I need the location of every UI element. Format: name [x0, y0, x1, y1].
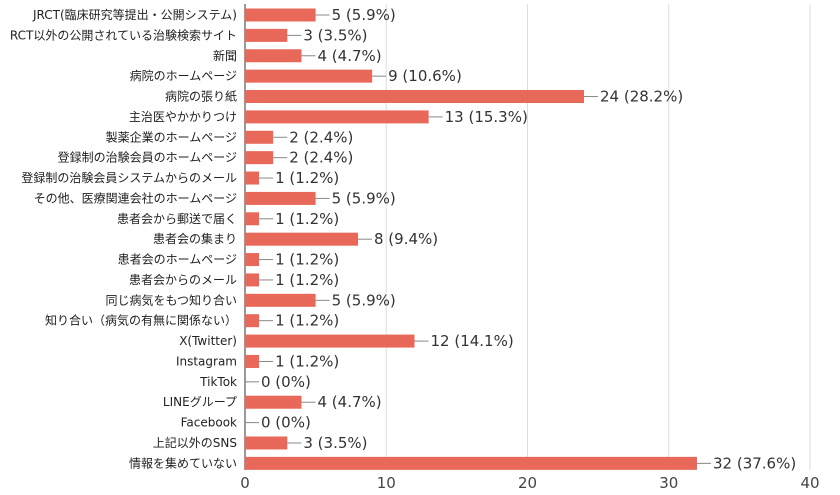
- category-label: Instagram: [176, 354, 237, 368]
- x-tick-label: 20: [518, 474, 537, 492]
- data-label: 0 (0%): [261, 373, 311, 391]
- bar: [245, 232, 358, 246]
- data-label: 4 (4.7%): [318, 47, 382, 65]
- category-label: 患者会から郵送で届く: [117, 211, 237, 226]
- data-label: 9 (10.6%): [388, 67, 462, 85]
- category-label: 病院のホームページ: [130, 68, 237, 83]
- grid-layer: [244, 4, 811, 470]
- category-label: TikTok: [199, 375, 237, 389]
- category-label: JRCT(臨床研究等提出・公開システム): [32, 7, 237, 22]
- data-label: 13 (15.3%): [445, 108, 528, 126]
- data-label: 2 (2.4%): [289, 149, 353, 167]
- bar: [245, 130, 274, 144]
- bar: [245, 151, 274, 165]
- data-label: 0 (0%): [261, 414, 311, 432]
- x-tick-layer: 0 10 20 30 40: [240, 474, 819, 492]
- category-label: 情報を集めていない: [129, 455, 237, 470]
- data-label: 1 (1.2%): [275, 251, 339, 269]
- x-tick-label: 30: [659, 474, 678, 492]
- data-label: 4 (4.7%): [318, 393, 382, 411]
- category-label-layer: JRCT(臨床研究等提出・公開システム) RCT以外の公開されている治験検索サイト…: [10, 7, 237, 470]
- data-label: 2 (2.4%): [289, 128, 353, 146]
- bar: [245, 171, 260, 185]
- category-label: 製薬企業のホームページ: [106, 129, 237, 144]
- bar: [245, 436, 288, 450]
- bar-layer: [245, 8, 697, 470]
- x-tick-label: 40: [800, 474, 819, 492]
- data-label: 1 (1.2%): [275, 210, 339, 228]
- data-label: 3 (3.5%): [303, 26, 367, 44]
- bar: [245, 8, 316, 22]
- data-label: 1 (1.2%): [275, 312, 339, 330]
- category-label: 新聞: [213, 48, 237, 63]
- bar: [245, 212, 260, 226]
- category-label: 同じ病気をもつ知り合い: [105, 292, 237, 307]
- category-label: 登録制の治験会員システムからのメール: [21, 170, 237, 185]
- bar: [245, 293, 316, 307]
- category-label: 病院の張り紙: [165, 89, 237, 104]
- category-label: 患者会のホームページ: [118, 253, 237, 267]
- value-label-layer: 5 (5.9%) 3 (3.5%) 4 (4.7%) 9 (10.6%) 24 (28.…: [245, 6, 796, 472]
- data-label: 3 (3.5%): [303, 434, 367, 452]
- data-label: 5 (5.9%): [332, 6, 396, 24]
- data-label: 1 (1.2%): [275, 169, 339, 187]
- data-label: 12 (14.1%): [431, 332, 514, 350]
- bar: [245, 69, 373, 83]
- data-label: 32 (37.6%): [713, 454, 796, 472]
- bar: [245, 395, 302, 409]
- bar: [245, 110, 429, 124]
- category-label: X(Twitter): [179, 334, 237, 348]
- category-label: RCT以外の公開されている治験検索サイト: [10, 27, 237, 42]
- category-label: 患者会の集まり: [153, 231, 237, 246]
- category-label: その他、医療関連会社のホームページ: [34, 190, 237, 205]
- bar: [245, 354, 260, 368]
- bar: [245, 314, 260, 328]
- data-label: 24 (28.2%): [600, 88, 683, 106]
- bar: [245, 253, 260, 267]
- category-label: 患者会からのメール: [129, 273, 237, 287]
- data-label: 8 (9.4%): [374, 230, 438, 248]
- x-tick-label: 10: [377, 474, 396, 492]
- category-label: Facebook: [181, 416, 237, 430]
- bar: [245, 90, 584, 104]
- bar: [245, 191, 316, 205]
- bar: [245, 456, 697, 470]
- data-label: 5 (5.9%): [332, 291, 396, 309]
- data-label: 5 (5.9%): [332, 189, 396, 207]
- bar: [245, 273, 260, 287]
- data-label: 1 (1.2%): [275, 271, 339, 289]
- category-label: 主治医やかかりつけ: [129, 110, 237, 124]
- bar: [245, 334, 415, 348]
- category-label: LINEグループ: [163, 395, 237, 409]
- category-label: 上記以外のSNS: [153, 435, 237, 450]
- bar: [245, 49, 302, 63]
- category-label: 知り合い（病気の有無に関係ない）: [45, 313, 237, 328]
- x-tick-label: 0: [240, 474, 250, 492]
- data-label: 1 (1.2%): [275, 352, 339, 370]
- category-label: 登録制の治験会員のホームページ: [58, 150, 237, 165]
- bar: [245, 28, 288, 42]
